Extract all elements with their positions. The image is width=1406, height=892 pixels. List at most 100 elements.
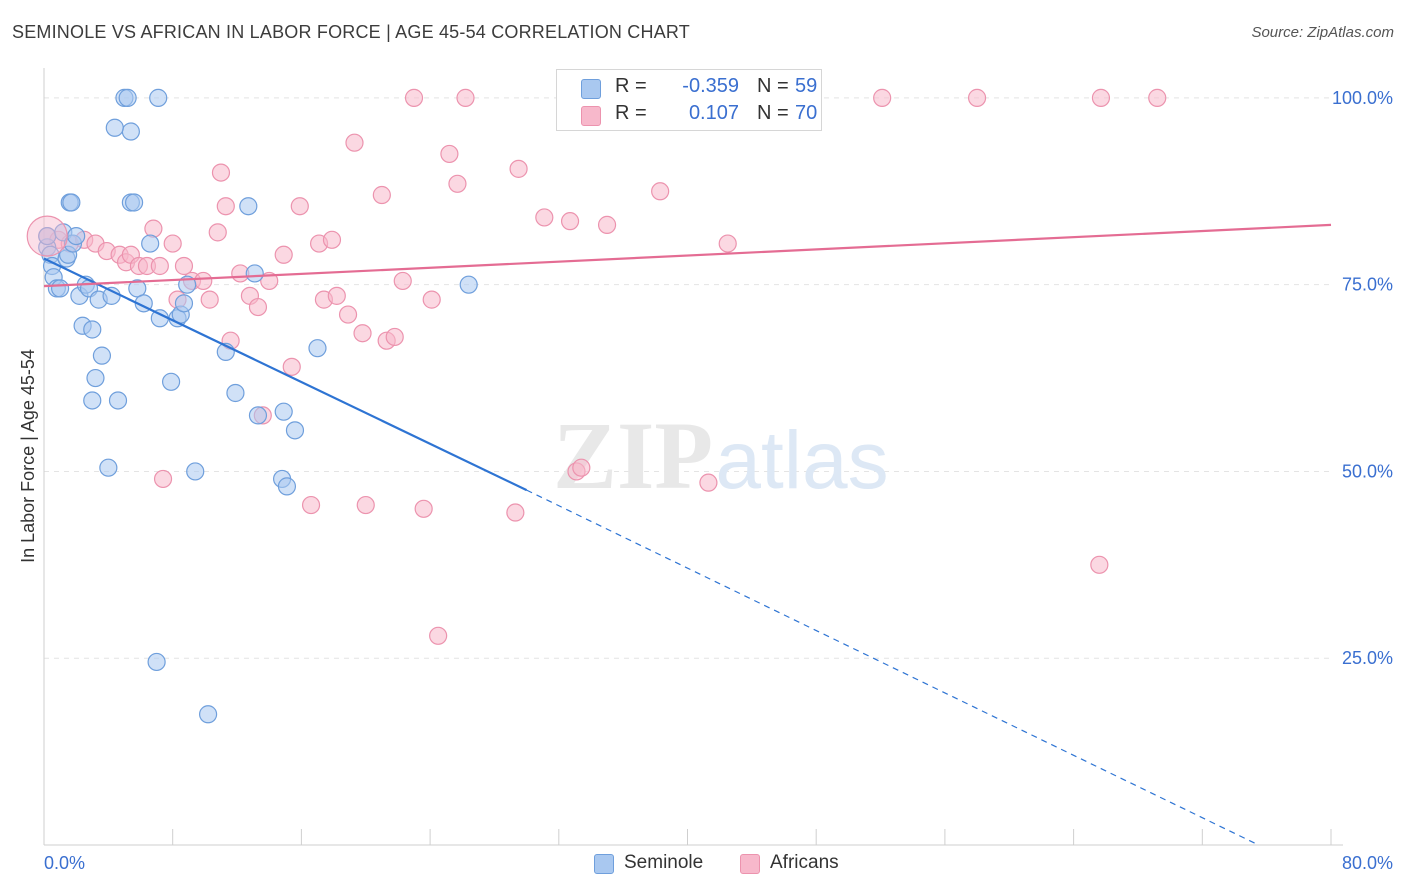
africans-point [282,357,301,376]
seminole-point [174,294,194,313]
seminole-point [198,705,218,724]
seminole-point [285,421,305,440]
x-tick-label: 80.0% [1342,853,1393,873]
seminole-trend-line [43,257,528,492]
africans-point [144,219,163,238]
y-tick-label: 75.0% [1342,275,1393,295]
seminole-point [147,652,166,672]
africans-point [429,626,448,645]
africans-point [345,133,364,152]
stats-legend: R = -0.359 N = 59 R = 0.107 N = 70 [556,69,822,131]
africans-point [572,458,591,477]
n-value: 59 [795,75,818,97]
africans-point [353,324,372,343]
watermark-atlas: atlas [715,415,888,506]
africans-point [651,182,670,201]
seminole-point [62,193,81,212]
r-value: 0.107 [688,102,739,124]
seminole-point [274,402,293,421]
seminole-point [105,118,124,137]
africans-point [200,290,219,309]
r-label: R = [615,102,647,124]
axis-labels: 25.0% 50.0% 75.0% 100.0% 0.0% 80.0% In Labor F… [18,88,1393,873]
africans-point [404,88,424,107]
seminole-point [459,275,478,294]
seminole-swatch [594,854,614,874]
africans-point [393,271,412,291]
africans-point [211,163,231,182]
watermark: ZIP atlas [553,402,889,509]
seminole-point [83,391,102,410]
africans-point [699,473,718,492]
n-label: N = [757,102,789,124]
r-value: -0.359 [682,75,739,97]
africans-point [506,503,525,522]
africans-point [327,286,346,305]
n-label: N = [757,75,789,97]
source-credit: Source: ZipAtlas.com [1251,24,1394,41]
seminole-point [308,339,327,358]
seminole-point [239,197,258,216]
africans-swatch [581,106,601,126]
africans-point [414,499,433,518]
africans-point [718,234,737,253]
r-label: R = [615,75,647,97]
africans-swatch [740,854,760,874]
watermark-zip: ZIP [553,402,713,509]
africans-point [290,197,309,216]
legend-label-seminole: Seminole [624,852,704,873]
seminole-point [67,227,86,246]
africans-trend-line [43,223,1332,288]
n-value: 70 [795,102,818,124]
y-tick-label: 100.0% [1332,88,1393,108]
trend-lines [43,223,1332,846]
seminole-point [99,458,118,477]
x-tick-label: 0.0% [44,853,85,873]
africans-point [153,469,173,489]
africans-point [967,88,987,107]
africans-point [560,212,580,231]
seminole-point [86,368,105,388]
africans-point [208,223,227,242]
africans-point [274,245,293,264]
data-points [26,88,1167,724]
africans-point [456,88,475,107]
seminole-point [124,193,144,212]
africans-point [597,215,617,234]
seminole-point [128,279,147,298]
y-axis-title: In Labor Force | Age 45-54 [18,349,38,563]
africans-point [163,234,182,253]
axes [43,68,1343,846]
seminole-point [149,88,168,107]
seminole-point [186,462,205,481]
africans-point [372,185,391,205]
africans-point [150,256,169,276]
legend-label-africans: Africans [770,852,839,873]
seminole-trend-extension [526,489,1259,846]
seminole-point [277,477,297,496]
africans-point [1091,88,1111,107]
seminole-point [226,383,245,403]
seminole-point [141,234,160,253]
seminole-swatch [581,79,601,99]
africans-point [194,271,213,291]
chart-title: SEMINOLE VS AFRICAN IN LABOR FORCE | AGE… [12,22,690,42]
seminole-point [161,372,181,391]
seminole-point [118,88,137,107]
africans-point [535,208,554,227]
seminole-point [245,264,264,283]
seminole-point [108,391,128,410]
africans-point [248,297,268,317]
africans-point [301,495,321,515]
seminole-point [248,406,268,425]
africans-point [26,215,68,257]
africans-point [1148,88,1167,107]
africans-point [440,144,459,164]
africans-point [509,159,528,178]
seminole-point [121,122,140,141]
y-tick-label: 50.0% [1342,461,1393,481]
seminole-point [83,320,102,339]
africans-point [338,305,358,324]
africans-point [385,327,404,347]
